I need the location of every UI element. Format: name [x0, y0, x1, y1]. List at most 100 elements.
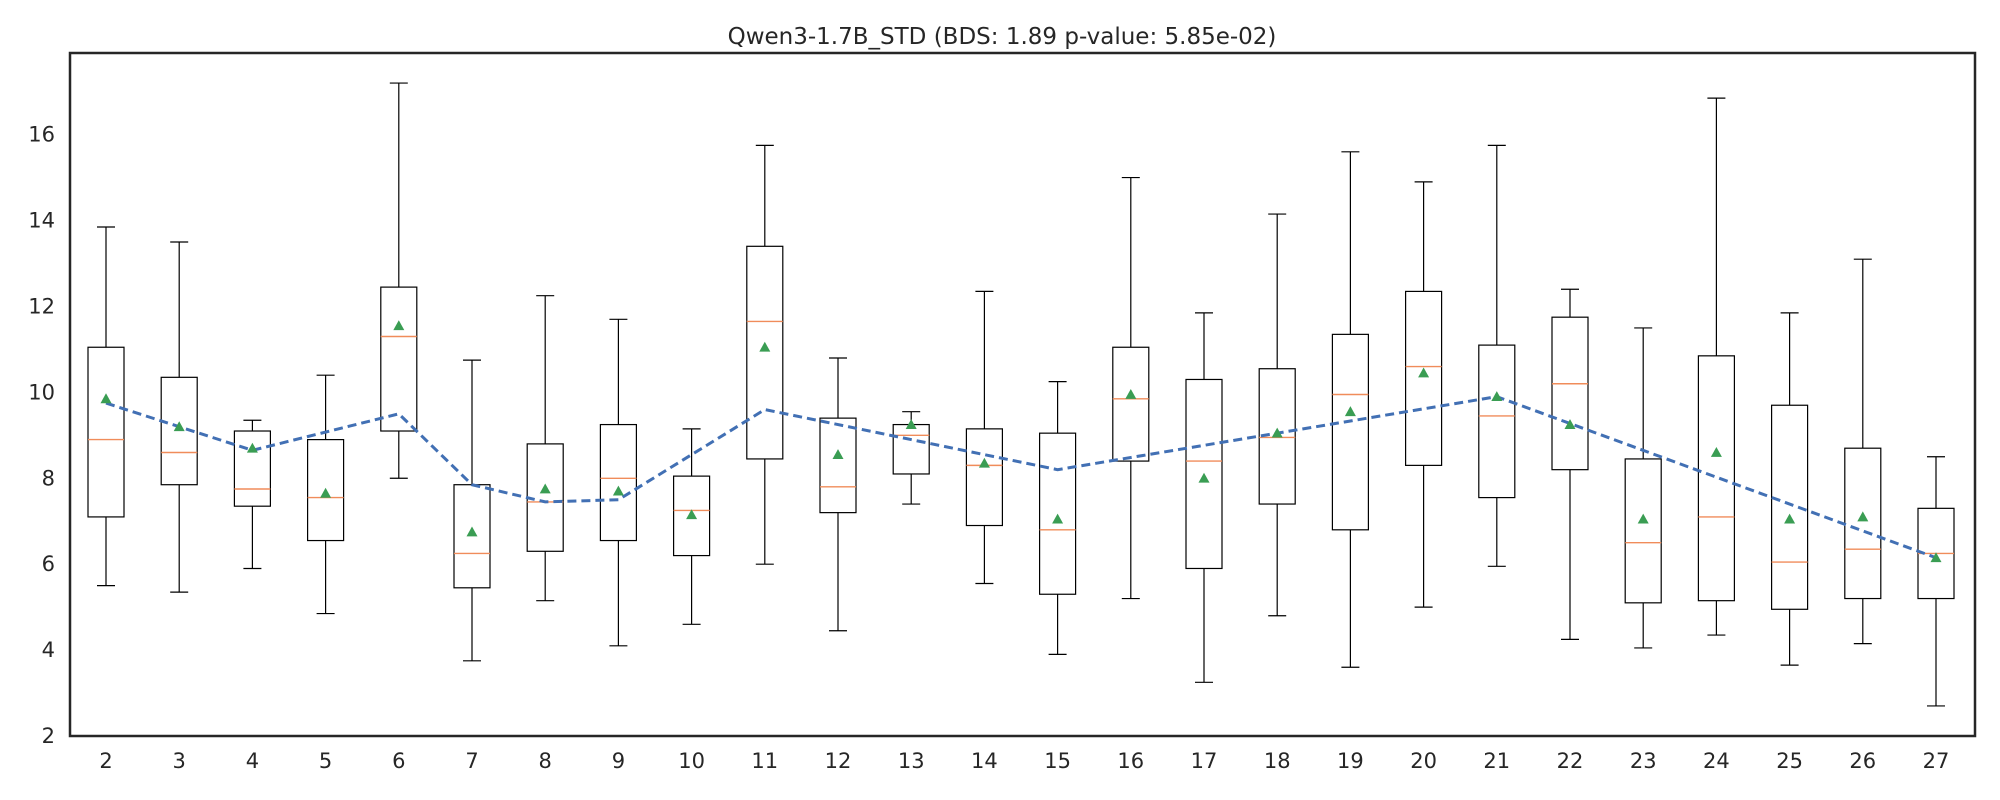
box [1038, 432, 1077, 595]
box-group-4 [233, 419, 271, 570]
y-tick-label: 4 [42, 638, 55, 662]
box-group-24 [1697, 97, 1736, 636]
mean-marker [539, 483, 551, 494]
box [1551, 316, 1589, 471]
x-tick-label: 14 [971, 749, 998, 773]
box [1697, 355, 1736, 602]
box [819, 417, 857, 514]
mean-marker [320, 487, 332, 498]
box [160, 376, 198, 486]
box-group-18 [1258, 213, 1296, 617]
mean-marker [1418, 367, 1430, 378]
mean-marker [905, 419, 917, 429]
mean-marker [100, 393, 112, 404]
mean-marker [1564, 419, 1576, 429]
y-tick-label: 8 [42, 466, 55, 490]
box-group-8 [526, 295, 564, 602]
mean-marker [1784, 513, 1796, 524]
box-group-10 [672, 428, 711, 625]
box-group-3 [160, 241, 198, 593]
x-tick-label: 5 [319, 749, 332, 773]
box-group-6 [380, 82, 418, 479]
mean-marker [1344, 406, 1356, 417]
mean-marker [1052, 513, 1064, 524]
box [599, 423, 638, 542]
x-tick-label: 23 [1630, 749, 1657, 773]
mean-marker [1857, 511, 1869, 522]
mean-marker [1930, 552, 1942, 563]
box-group-16 [1112, 176, 1150, 600]
box-group-21 [1478, 144, 1516, 567]
mean-marker [1491, 391, 1503, 402]
box [380, 286, 418, 432]
mean-marker [759, 341, 771, 352]
x-tick-label: 25 [1776, 749, 1803, 773]
box [1112, 346, 1150, 462]
x-tick-label: 19 [1337, 749, 1364, 773]
box-group-11 [746, 144, 784, 565]
chart-title: Qwen3-1.7B_STD (BDS: 1.89 p-value: 5.85e… [728, 24, 1277, 50]
x-tick-label: 12 [825, 749, 852, 773]
x-tick-label: 11 [751, 749, 778, 773]
box [233, 430, 271, 507]
x-tick-label: 26 [1849, 749, 1876, 773]
x-tick-label: 3 [173, 749, 186, 773]
box [1258, 368, 1296, 505]
x-tick-label: 18 [1264, 749, 1291, 773]
box [87, 346, 125, 518]
box-group-7 [453, 359, 491, 662]
mean-marker [612, 485, 624, 496]
box-group-15 [1038, 381, 1077, 655]
box-group-27 [1917, 456, 1955, 707]
mean-marker [466, 526, 478, 537]
x-tick-label: 8 [539, 749, 552, 773]
mean-marker [1271, 427, 1283, 438]
x-tick-label: 4 [246, 749, 259, 773]
box [746, 245, 784, 460]
y-tick-label: 6 [42, 552, 55, 576]
x-tick-label: 15 [1044, 749, 1071, 773]
mean-marker [246, 442, 258, 453]
x-tick-label: 7 [465, 749, 478, 773]
plot-area [87, 82, 1955, 707]
y-tick-label: 2 [42, 724, 55, 748]
x-tick-label: 20 [1410, 749, 1437, 773]
box [1331, 333, 1370, 531]
x-tick-label: 13 [898, 749, 925, 773]
box-group-14 [965, 290, 1004, 585]
box [1844, 447, 1882, 600]
mean-marker [978, 457, 990, 468]
box-group-12 [819, 357, 857, 632]
x-tick-label: 2 [99, 749, 112, 773]
mean-marker [832, 449, 844, 460]
x-tick-label: 9 [612, 749, 625, 773]
box-group-22 [1551, 288, 1589, 640]
mean-marker [1198, 472, 1210, 483]
x-tick-label: 17 [1191, 749, 1218, 773]
box-group-23 [1624, 327, 1662, 649]
x-tick-label: 6 [392, 749, 405, 773]
x-tick-label: 21 [1483, 749, 1510, 773]
x-tick-label: 10 [678, 749, 705, 773]
y-tick-label: 12 [28, 294, 55, 318]
box-group-2 [87, 226, 125, 587]
box-group-17 [1185, 312, 1223, 683]
box-group-26 [1844, 258, 1882, 645]
mean-marker [1710, 446, 1722, 457]
box-group-25 [1770, 312, 1809, 666]
box [1478, 344, 1516, 499]
box-group-9 [599, 318, 638, 647]
mean-marker [686, 509, 698, 520]
box [307, 439, 345, 542]
y-tick-label: 16 [28, 123, 55, 147]
box-group-19 [1331, 151, 1370, 668]
y-tick-label: 10 [28, 380, 55, 404]
mean-marker [1125, 389, 1137, 399]
box-group-5 [307, 374, 345, 615]
x-tick-label: 27 [1923, 749, 1950, 773]
box [672, 475, 711, 557]
box [1624, 458, 1662, 604]
x-tick-label: 24 [1703, 749, 1730, 773]
